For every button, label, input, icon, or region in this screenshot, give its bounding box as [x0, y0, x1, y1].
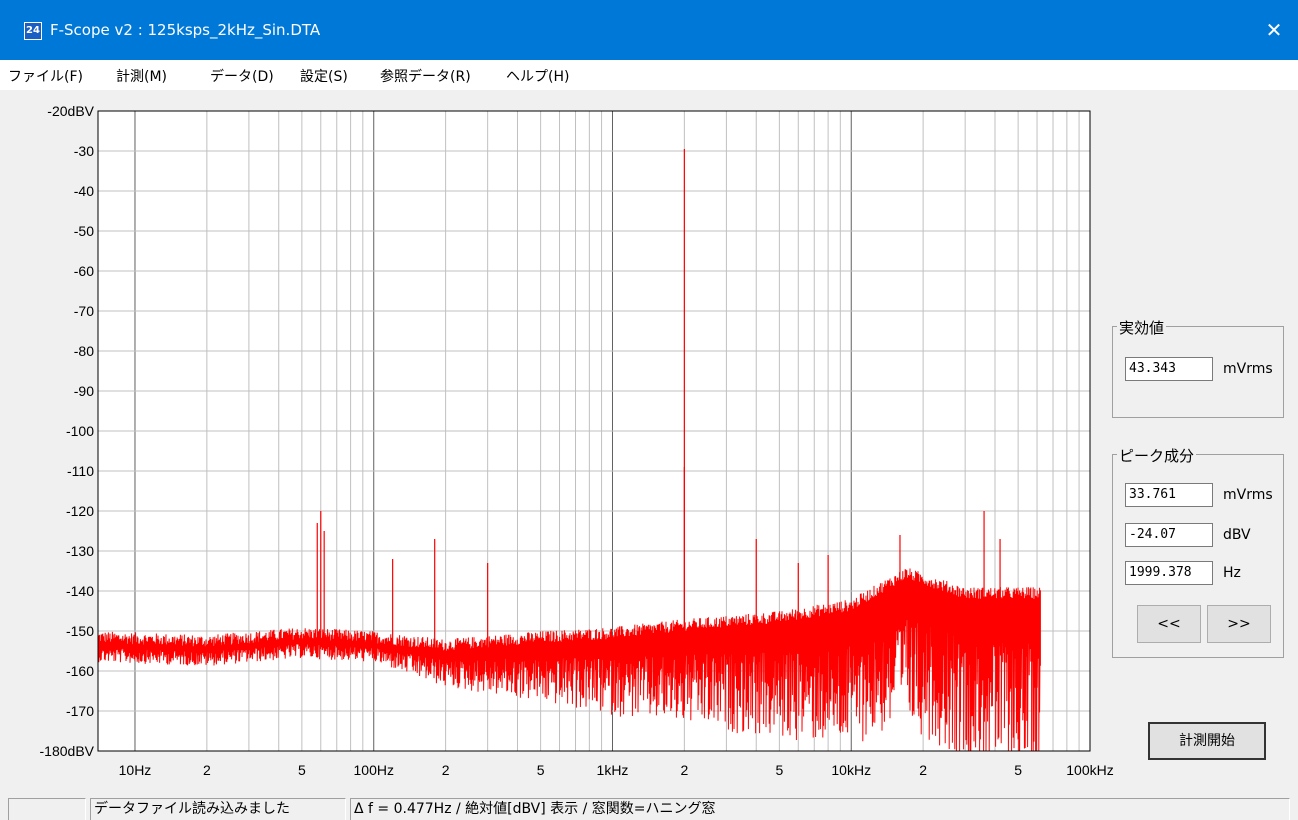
x-tick-label: 5	[775, 762, 783, 778]
peak-mvrms-field[interactable]: 33.761	[1125, 483, 1213, 507]
peak-group-title: ピーク成分	[1117, 445, 1197, 466]
peak-hz-unit: Hz	[1223, 565, 1241, 581]
prev-peak-button[interactable]: <<	[1137, 605, 1201, 643]
peak-group: ピーク成分 33.761 mVrms -24.07 dBV 1999.378 H…	[1112, 445, 1284, 658]
status-message: データファイル読み込みました	[90, 798, 346, 820]
window-title: F-Scope v2 : 125ksps_2kHz_Sin.DTA	[50, 21, 321, 39]
peak-mvrms-unit: mVrms	[1223, 487, 1273, 503]
menu-help[interactable]: ヘルプ(H)	[506, 69, 570, 85]
status-info: Δ f = 0.477Hz / 絶対値[dBV] 表示 / 窓関数=ハニング窓	[350, 798, 1290, 820]
y-tick-label: -130	[66, 543, 94, 559]
y-tick-label: -80	[74, 343, 94, 359]
y-tick-label: -40	[74, 183, 94, 199]
x-tick-label: 10kHz	[831, 762, 871, 778]
y-tick-label: -90	[74, 383, 94, 399]
y-tick-label: -100	[66, 423, 94, 439]
spectrum-chart: -20dBV -30 -40 -50 -60 -70 -80 -90 -100 -110 -120 -…	[40, 103, 1114, 778]
menu-file[interactable]: ファイル(F)	[8, 69, 83, 85]
y-tick-label: -150	[66, 623, 94, 639]
peak-hz-field[interactable]: 1999.378	[1125, 561, 1213, 585]
x-tick-label: 10Hz	[119, 762, 152, 778]
y-tick-label: -20dBV	[47, 103, 94, 119]
menu-settings[interactable]: 設定(S)	[300, 69, 348, 85]
x-tick-label: 1kHz	[597, 762, 629, 778]
status-bar: データファイル読み込みました Δ f = 0.477Hz / 絶対値[dBV] …	[0, 796, 1298, 820]
x-tick-label: 100Hz	[354, 762, 394, 778]
y-tick-label: -140	[66, 583, 94, 599]
y-tick-label: -170	[66, 703, 94, 719]
y-tick-label: -180dBV	[40, 743, 95, 759]
app-icon: 24	[24, 22, 42, 40]
x-tick-label: 2	[919, 762, 927, 778]
menu-measure[interactable]: 計測(M)	[116, 69, 168, 85]
menu-reference-data[interactable]: 参照データ(R)	[380, 69, 471, 85]
x-tick-label: 2	[203, 762, 211, 778]
peak-dbv-unit: dBV	[1223, 527, 1251, 543]
plot-frame	[97, 110, 1091, 752]
x-tick-label: 5	[298, 762, 306, 778]
x-tick-label: 2	[680, 762, 688, 778]
y-tick-label: -120	[66, 503, 94, 519]
close-button[interactable]: ✕	[1265, 18, 1283, 42]
rms-value-field[interactable]: 43.343	[1125, 357, 1213, 381]
spectrum-noise-trace	[98, 568, 1041, 751]
y-tick-label: -50	[74, 223, 94, 239]
x-tick-label: 100kHz	[1066, 762, 1113, 778]
menu-data[interactable]: データ(D)	[210, 69, 274, 85]
y-tick-label: -30	[74, 143, 94, 159]
rms-group-title: 実効値	[1117, 317, 1167, 338]
y-tick-label: -70	[74, 303, 94, 319]
rms-group: 実効値 43.343 mVrms	[1112, 317, 1284, 418]
x-tick-label: 2	[442, 762, 450, 778]
title-bar: 24 F-Scope v2 : 125ksps_2kHz_Sin.DTA ✕	[0, 0, 1298, 60]
menu-bar: ファイル(F) 計測(M) データ(D) 設定(S) 参照データ(R) ヘルプ(…	[0, 60, 1298, 90]
status-panel-1	[8, 798, 86, 820]
y-tick-label: -160	[66, 663, 94, 679]
x-tick-label: 5	[1014, 762, 1022, 778]
y-tick-label: -110	[67, 463, 94, 479]
x-tick-label: 5	[537, 762, 545, 778]
start-measure-button[interactable]: 計測開始	[1148, 722, 1266, 760]
next-peak-button[interactable]: >>	[1207, 605, 1271, 643]
peak-dbv-field[interactable]: -24.07	[1125, 523, 1213, 547]
y-tick-label: -60	[74, 263, 94, 279]
rms-unit-label: mVrms	[1223, 361, 1273, 377]
